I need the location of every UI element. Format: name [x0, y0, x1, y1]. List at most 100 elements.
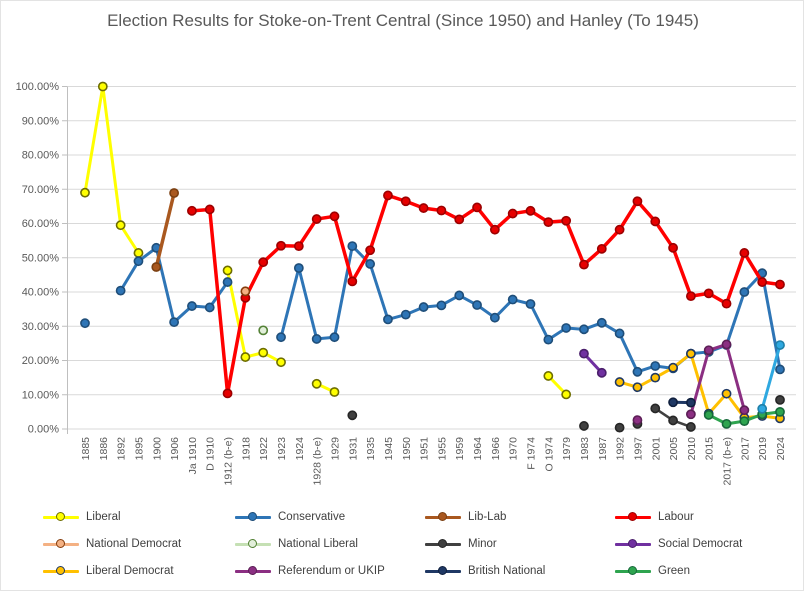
chart-legend: Liberal Conservative Lib-Lab Labour National…	[43, 508, 799, 580]
series-labour-marker	[507, 208, 518, 219]
legend-swatch-liberal-democrat	[43, 566, 79, 576]
series-conservative-marker	[365, 259, 376, 269]
x-tick-label: 1895	[133, 437, 145, 461]
series-labour-marker	[293, 241, 304, 252]
series-conservative-marker	[543, 334, 554, 345]
x-tick-label: 2001	[650, 437, 662, 461]
series-conservative-marker	[383, 314, 393, 325]
legend-marker-icon	[628, 512, 637, 521]
series-referendum-or-ukip-marker	[685, 409, 696, 420]
legend-swatch-national-democrat	[43, 539, 79, 549]
series-lib-lab-marker	[151, 262, 162, 272]
series-conservative-marker	[525, 299, 536, 309]
x-tick-label: 1935	[365, 437, 377, 461]
series-conservative-marker	[489, 312, 500, 323]
legend-label: Liberal	[86, 511, 121, 523]
series-labour-marker	[489, 224, 500, 235]
x-tick-label: 1997	[632, 437, 644, 461]
series-conservative-marker	[311, 334, 322, 344]
legend-marker-icon	[248, 566, 257, 575]
series-conservative-marker	[436, 300, 447, 311]
x-tick-label: 1992	[615, 437, 627, 461]
series-conservative-marker	[507, 294, 518, 305]
series-labour-marker	[739, 248, 750, 258]
x-tick-label: 1924	[294, 437, 306, 461]
series-liberal-marker	[329, 387, 340, 397]
x-tick-label: D 1910	[205, 437, 217, 471]
series-green-marker	[721, 418, 732, 429]
series-labour-marker	[614, 224, 625, 235]
x-tick-label: 2010	[686, 437, 698, 461]
series-minor-marker	[668, 415, 678, 426]
x-tick-label: 1929	[329, 437, 341, 461]
legend-label: Referendum or UKIP	[278, 565, 385, 577]
series-liberal-marker	[258, 347, 269, 358]
series-liberal-democrat-marker	[721, 388, 732, 399]
series-liberal-marker	[80, 187, 90, 198]
series-conservative-marker	[579, 324, 589, 335]
legend-swatch-lib-lab	[425, 512, 461, 522]
series-conservative-marker	[596, 317, 607, 328]
legend-swatch-conservative	[235, 512, 271, 522]
x-tick-label: 1931	[347, 437, 359, 461]
y-tick-label: 50.00%	[22, 252, 60, 264]
series-labour-marker	[650, 216, 661, 227]
series-labour-marker	[222, 388, 233, 399]
legend-item-liberal-democrat: Liberal Democrat	[43, 562, 235, 580]
series-conservative-marker	[187, 301, 197, 311]
series-minor-marker	[347, 410, 358, 421]
y-tick-label: 60.00%	[22, 218, 60, 230]
y-tick-label: 10.00%	[22, 389, 60, 401]
series-conservative-marker	[739, 287, 750, 297]
series-liberal-marker	[276, 357, 286, 368]
series-conservative-marker	[454, 290, 465, 301]
legend-swatch-liberal	[43, 512, 79, 522]
x-tick-label: 1922	[258, 437, 270, 461]
series-liberal-marker	[543, 371, 554, 381]
series-social-democrat-marker	[596, 367, 607, 378]
series-liberal-marker	[561, 389, 572, 400]
series-conservative-marker	[293, 263, 304, 273]
series-conservative-marker	[400, 309, 411, 320]
legend-item-social-democrat: Social Democrat	[615, 535, 799, 553]
x-tick-label: 1923	[276, 437, 288, 461]
series-liberal-marker	[97, 81, 108, 92]
series-unlabeled-light-blue-marker	[757, 403, 768, 414]
series-labour-line	[190, 193, 782, 396]
chart-title: Election Results for Stoke-on-Trent Cent…	[107, 11, 699, 30]
legend-swatch-national-liberal	[235, 539, 271, 549]
x-tick-label: 1951	[419, 437, 431, 461]
series-labour-marker	[400, 196, 411, 207]
x-tick-label: O 1974	[543, 437, 555, 472]
x-tick-label: 1900	[151, 437, 163, 461]
series-liberal-marker	[115, 220, 126, 231]
legend-marker-icon	[56, 512, 65, 521]
series-liberal-democrat-marker	[668, 362, 678, 373]
series-national-democrat-marker	[240, 286, 251, 297]
series-liberal-marker	[222, 265, 233, 276]
x-tick-label: 1885	[80, 437, 92, 461]
legend-item-conservative: Conservative	[235, 508, 425, 526]
series-british-national-marker	[668, 397, 678, 408]
series-conservative-marker	[204, 302, 215, 313]
legend-swatch-labour	[615, 512, 651, 522]
y-tick-label: 40.00%	[22, 287, 60, 299]
legend-item-labour: Labour	[615, 508, 799, 526]
series-conservative-marker	[115, 285, 126, 296]
legend-marker-icon	[438, 539, 447, 548]
series-conservative-marker	[222, 277, 233, 287]
legend-label: Minor	[468, 538, 497, 550]
legend-label: Conservative	[278, 511, 346, 523]
x-tick-label: 1966	[490, 437, 502, 461]
legend-marker-icon	[248, 539, 257, 548]
series-conservative-marker	[276, 332, 286, 343]
series-labour-marker	[561, 215, 572, 226]
legend-label: Social Democrat	[658, 538, 743, 550]
series-referendum-or-ukip-line	[689, 342, 746, 416]
series-labour-marker	[311, 214, 322, 224]
series-labour-marker	[703, 288, 714, 299]
x-tick-label: 1979	[561, 437, 573, 461]
x-tick-label: 1959	[454, 437, 466, 461]
series-conservative-marker	[80, 318, 90, 329]
series-conservative-marker	[632, 366, 643, 377]
